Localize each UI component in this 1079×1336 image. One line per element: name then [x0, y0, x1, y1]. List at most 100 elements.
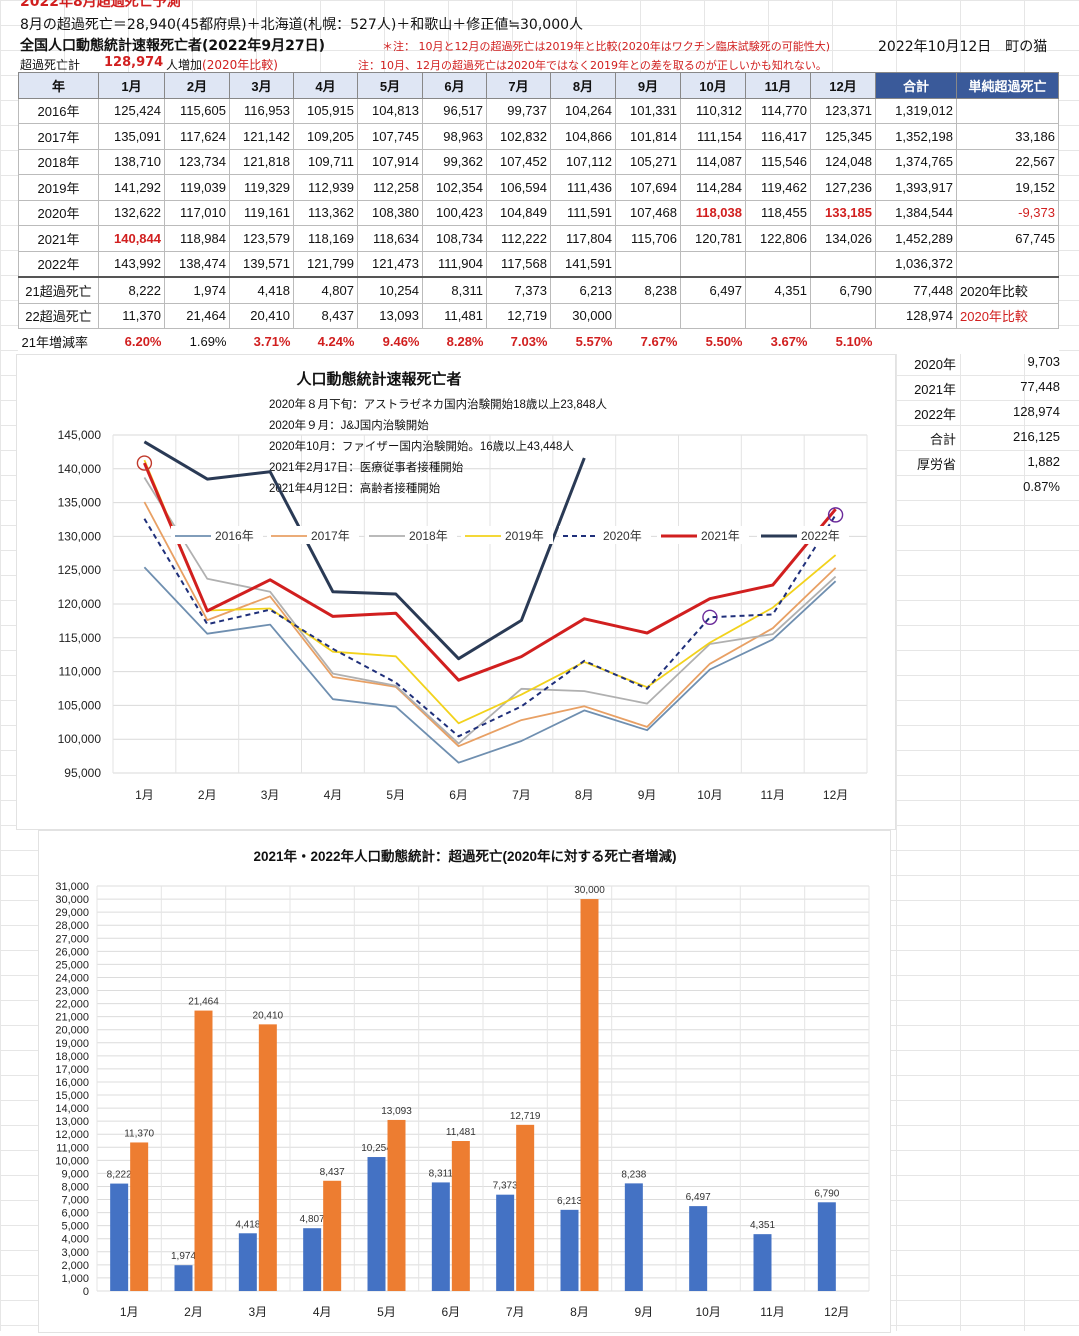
header-cell: 11月 — [746, 73, 811, 99]
excess-value-cell — [746, 303, 811, 329]
year-cell: 2022年 — [19, 251, 99, 277]
y-tick-label: 1,000 — [61, 1273, 89, 1285]
bar-22超過死亡 — [195, 1011, 213, 1291]
bar-21超過死亡 — [239, 1233, 257, 1291]
total-cell: 1,384,544 — [876, 200, 957, 226]
simple-excess-cell: -9,373 — [957, 200, 1059, 226]
bar-data-label: 8,222 — [107, 1170, 132, 1181]
value-cell: 141,591 — [551, 251, 616, 277]
total-cell: 1,036,372 — [876, 251, 957, 277]
excess-value-cell: 8,311 — [423, 277, 487, 303]
y-tick-label: 22,000 — [55, 999, 89, 1011]
simple-excess-cell — [957, 98, 1059, 124]
bar-21超過死亡 — [110, 1184, 128, 1291]
header-cell: 12月 — [811, 73, 876, 99]
value-cell: 111,904 — [423, 251, 487, 277]
bar-21超過死亡 — [368, 1157, 386, 1291]
x-tick-label: 10月 — [697, 788, 722, 802]
value-cell: 119,039 — [165, 175, 230, 201]
bar-22超過死亡 — [323, 1181, 341, 1291]
year-cell: 2018年 — [19, 149, 99, 175]
x-tick-label: 4月 — [313, 1305, 332, 1319]
value-cell: 117,010 — [165, 200, 230, 226]
y-tick-label: 5,000 — [61, 1221, 89, 1233]
value-cell: 123,371 — [811, 98, 876, 124]
y-tick-label: 11,000 — [56, 1142, 89, 1154]
value-cell: 122,806 — [746, 226, 811, 252]
value-cell: 127,236 — [811, 175, 876, 201]
value-cell: 105,271 — [616, 149, 681, 175]
excess-value-cell: 10,254 — [358, 277, 423, 303]
excess-value-cell: 6,790 — [811, 277, 876, 303]
header-cell: 合計 — [876, 73, 957, 99]
chart-annotation: 2021年4月12日：高齢者接種開始 — [269, 481, 441, 495]
excess-label-cell: 22超過死亡 — [19, 303, 99, 329]
x-tick-label: 3月 — [248, 1305, 267, 1319]
y-tick-label: 0 — [83, 1286, 89, 1298]
value-cell: 138,474 — [165, 251, 230, 277]
rate-value-cell: 6.20% — [99, 329, 165, 354]
value-cell: 124,048 — [811, 149, 876, 175]
bar-data-label: 4,351 — [750, 1220, 775, 1231]
bar-data-label: 6,790 — [814, 1188, 839, 1199]
rate-value-cell: 5.50% — [681, 329, 746, 354]
value-cell: 121,142 — [230, 124, 294, 150]
value-cell: 102,832 — [487, 124, 551, 150]
bar-data-label: 6,213 — [557, 1196, 582, 1207]
header-cell: 10月 — [681, 73, 746, 99]
rate-value-cell: 8.28% — [423, 329, 487, 354]
rate-value-cell: 5.10% — [811, 329, 876, 354]
x-tick-label: 11月 — [761, 788, 785, 802]
y-tick-label: 4,000 — [61, 1234, 89, 1246]
date-author: 2022年10月12日 町の猫 — [878, 36, 1047, 56]
value-cell: 121,473 — [358, 251, 423, 277]
bar-data-label: 8,238 — [621, 1169, 646, 1180]
value-cell: 101,331 — [616, 98, 681, 124]
value-cell: 109,711 — [294, 149, 358, 175]
excess-total-label: 超過死亡計 — [20, 56, 80, 73]
value-cell: 112,258 — [358, 175, 423, 201]
simple-excess-cell: 19,152 — [957, 175, 1059, 201]
legend-label: 2019年 — [505, 529, 544, 543]
value-cell: 104,813 — [358, 98, 423, 124]
chart-title: 2021年・2022年人口動態統計：超過死亡(2020年に対する死亡者増減) — [253, 848, 676, 864]
value-cell: 104,866 — [551, 124, 616, 150]
total-cell: 1,319,012 — [876, 98, 957, 124]
year-cell: 2017年 — [19, 124, 99, 150]
summary-line: 8月の超過死亡＝28,940(45都府県)＋北海道(札幌：527人)＋和歌山＋修… — [20, 14, 583, 34]
value-cell: 117,804 — [551, 226, 616, 252]
bar-data-label: 21,464 — [188, 997, 219, 1008]
total-cell: 1,352,198 — [876, 124, 957, 150]
side-summary-value: 77,448 — [960, 379, 1060, 394]
value-cell: 111,436 — [551, 175, 616, 201]
y-tick-label: 28,000 — [55, 920, 89, 932]
side-summary-value: 216,125 — [960, 429, 1060, 444]
header-cell: 単純超過死亡 — [957, 73, 1059, 99]
value-cell: 101,814 — [616, 124, 681, 150]
header-cell: 年 — [19, 73, 99, 99]
value-cell: 116,417 — [746, 124, 811, 150]
y-tick-label: 10,000 — [55, 1155, 89, 1167]
table-title: 全国人口動態統計速報死亡者(2022年9月27日) — [20, 35, 325, 55]
header-cell: 1月 — [99, 73, 165, 99]
value-cell: 107,914 — [358, 149, 423, 175]
x-tick-label: 2月 — [198, 788, 217, 802]
excess-total-suffix: 人増加(2020年比較) — [166, 56, 278, 73]
x-tick-label: 12月 — [823, 788, 848, 802]
y-tick-label: 15,000 — [55, 1090, 89, 1102]
value-cell: 118,455 — [746, 200, 811, 226]
side-summary-value: 1,882 — [960, 454, 1060, 469]
value-cell: 125,424 — [99, 98, 165, 124]
bar-data-label: 1,974 — [171, 1251, 196, 1262]
side-summary-value: 128,974 — [960, 404, 1060, 419]
x-tick-label: 11月 — [760, 1305, 784, 1319]
bar-data-label: 11,370 — [124, 1128, 154, 1139]
y-tick-label: 16,000 — [55, 1077, 89, 1089]
value-cell: 125,345 — [811, 124, 876, 150]
bar-chart: 2021年・2022年人口動態統計：超過死亡(2020年に対する死亡者増減)01… — [39, 831, 890, 1332]
y-tick-label: 125,000 — [58, 563, 102, 577]
excess-value-cell — [616, 303, 681, 329]
